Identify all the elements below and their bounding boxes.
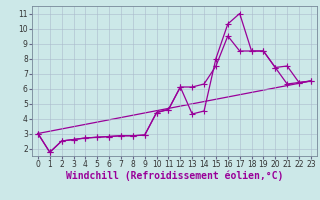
X-axis label: Windchill (Refroidissement éolien,°C): Windchill (Refroidissement éolien,°C)	[66, 171, 283, 181]
